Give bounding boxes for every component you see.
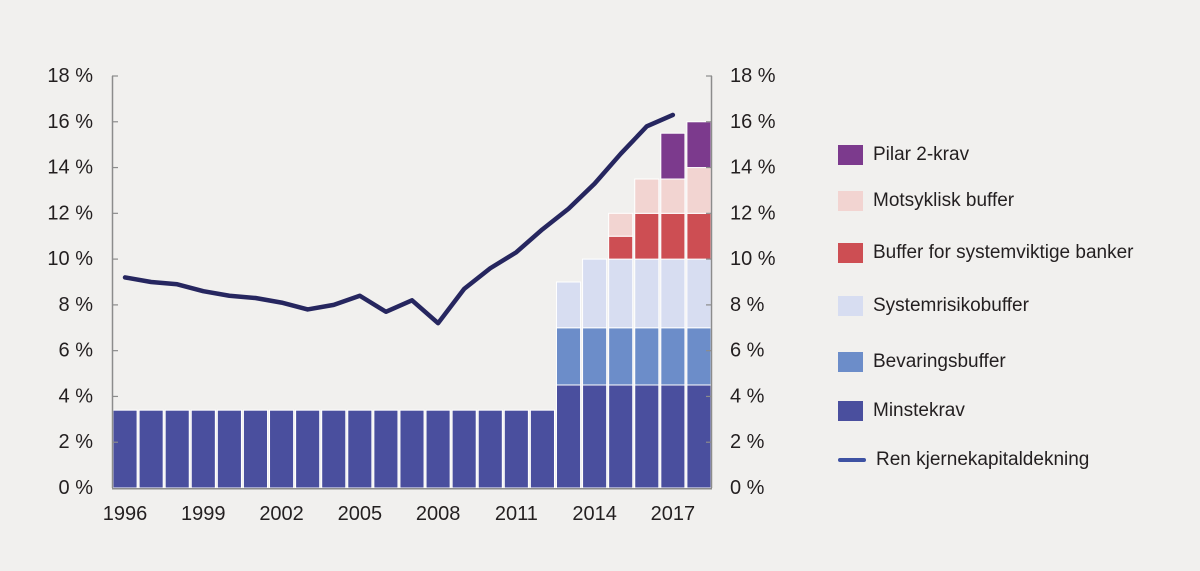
bar-segment [608, 258, 634, 329]
legend-color-swatch [838, 243, 863, 263]
bar-segment [660, 327, 686, 386]
bar-segment [112, 409, 138, 489]
legend-item: Systemrisikobuffer [838, 295, 1029, 316]
y-axis-label-left: 4 % [59, 385, 94, 407]
y-axis-label-right: 0 % [730, 477, 765, 499]
bar-segment [399, 409, 425, 489]
bar-segment [555, 384, 582, 489]
bar-segment [582, 384, 608, 489]
legend-label: Motsyklisk buffer [873, 190, 1015, 211]
x-axis-label: 2008 [416, 503, 461, 525]
y-axis-label-left: 14 % [47, 157, 93, 179]
x-axis-label: 2014 [572, 503, 617, 525]
legend-color-swatch [838, 401, 863, 421]
y-axis-label-right: 10 % [730, 248, 776, 270]
legend-label: Pilar 2-krav [873, 144, 970, 165]
bar-segment [555, 327, 582, 386]
bar-segment [660, 258, 686, 329]
y-axis-label-left: 18 % [47, 65, 93, 87]
legend-item: Pilar 2-krav [838, 144, 970, 165]
y-axis-label-left: 0 % [59, 477, 94, 499]
legend-label: Buffer for systemviktige banker [873, 242, 1134, 263]
y-axis-label-right: 16 % [730, 111, 776, 133]
legend-item: Motsyklisk buffer [838, 190, 1015, 211]
y-axis-label-left: 6 % [59, 340, 94, 362]
y-axis-label-left: 10 % [47, 248, 93, 270]
bar-segment [634, 384, 660, 489]
bar-segment [190, 409, 216, 489]
y-axis-label-left: 8 % [59, 294, 94, 316]
y-axis-label-right: 2 % [730, 431, 765, 453]
legend-label: Ren kjernekapitaldekning [876, 449, 1090, 470]
bar-segment [660, 212, 686, 260]
x-axis-label: 1996 [103, 503, 148, 525]
bar-segment [242, 409, 269, 489]
bar-segment [634, 212, 660, 260]
bar-segment [608, 235, 634, 260]
bar-segment [529, 409, 555, 489]
bar-segment [608, 212, 634, 237]
bar-segment [269, 409, 295, 489]
bar-segment [503, 409, 529, 489]
legend-line-swatch [838, 458, 866, 462]
y-axis-label-right: 4 % [730, 385, 765, 407]
bar-segment [321, 409, 347, 489]
bar-segment [555, 281, 582, 329]
x-axis-label: 2011 [495, 503, 538, 525]
legend-item: Buffer for systemviktige banker [838, 242, 1134, 263]
bar-segment [660, 178, 686, 214]
legend-label: Systemrisikobuffer [873, 295, 1029, 316]
legend-color-swatch [838, 296, 863, 316]
bar-segment [347, 409, 373, 489]
cet1-ratio-line [122, 112, 676, 326]
bar-segment [216, 409, 242, 489]
y-axis-label-right: 6 % [730, 340, 765, 362]
bar-segment [477, 409, 503, 489]
bar-segment [686, 212, 712, 260]
legend-label: Minstekrav [873, 400, 965, 421]
bar-segment [686, 327, 712, 386]
legend-color-swatch [838, 145, 863, 165]
y-axis-label-right: 12 % [730, 202, 776, 224]
x-axis-label: 2005 [338, 503, 383, 525]
bar-segment [634, 327, 660, 386]
bar-segment [634, 178, 660, 214]
legend-item: Bevaringsbuffer [838, 351, 1006, 372]
bar-segment [608, 384, 634, 489]
x-axis-label: 2017 [651, 503, 696, 525]
legend-label: Bevaringsbuffer [873, 351, 1006, 372]
legend-item: Ren kjernekapitaldekning [838, 449, 1090, 470]
bar-segment [634, 258, 660, 329]
bar-segment [686, 167, 712, 214]
bar-segment [660, 132, 686, 180]
y-axis-label-left: 12 % [47, 202, 93, 224]
x-axis-label: 2002 [259, 503, 304, 525]
bar-segment [582, 258, 608, 329]
bar-segment [608, 327, 634, 386]
bar-segment [660, 384, 686, 489]
y-axis-label-right: 14 % [730, 157, 776, 179]
bar-segment [138, 409, 164, 489]
bar-segment [164, 409, 190, 489]
legend-item: Minstekrav [838, 400, 965, 421]
x-axis-label: 1999 [181, 503, 226, 525]
bar-segment [451, 409, 477, 489]
bar-segment [686, 258, 712, 329]
legend-color-swatch [838, 352, 863, 372]
bar-segment [582, 327, 608, 386]
y-axis-label-right: 8 % [730, 294, 765, 316]
bar-segment [295, 409, 321, 489]
bar-segment [686, 121, 712, 169]
y-axis-label-left: 16 % [47, 111, 93, 133]
y-axis-label-left: 2 % [59, 431, 94, 453]
bar-segment [425, 409, 451, 489]
y-axis-label-right: 18 % [730, 65, 776, 87]
bar-segment [686, 384, 712, 489]
bar-segment [373, 409, 399, 489]
legend-color-swatch [838, 191, 863, 211]
